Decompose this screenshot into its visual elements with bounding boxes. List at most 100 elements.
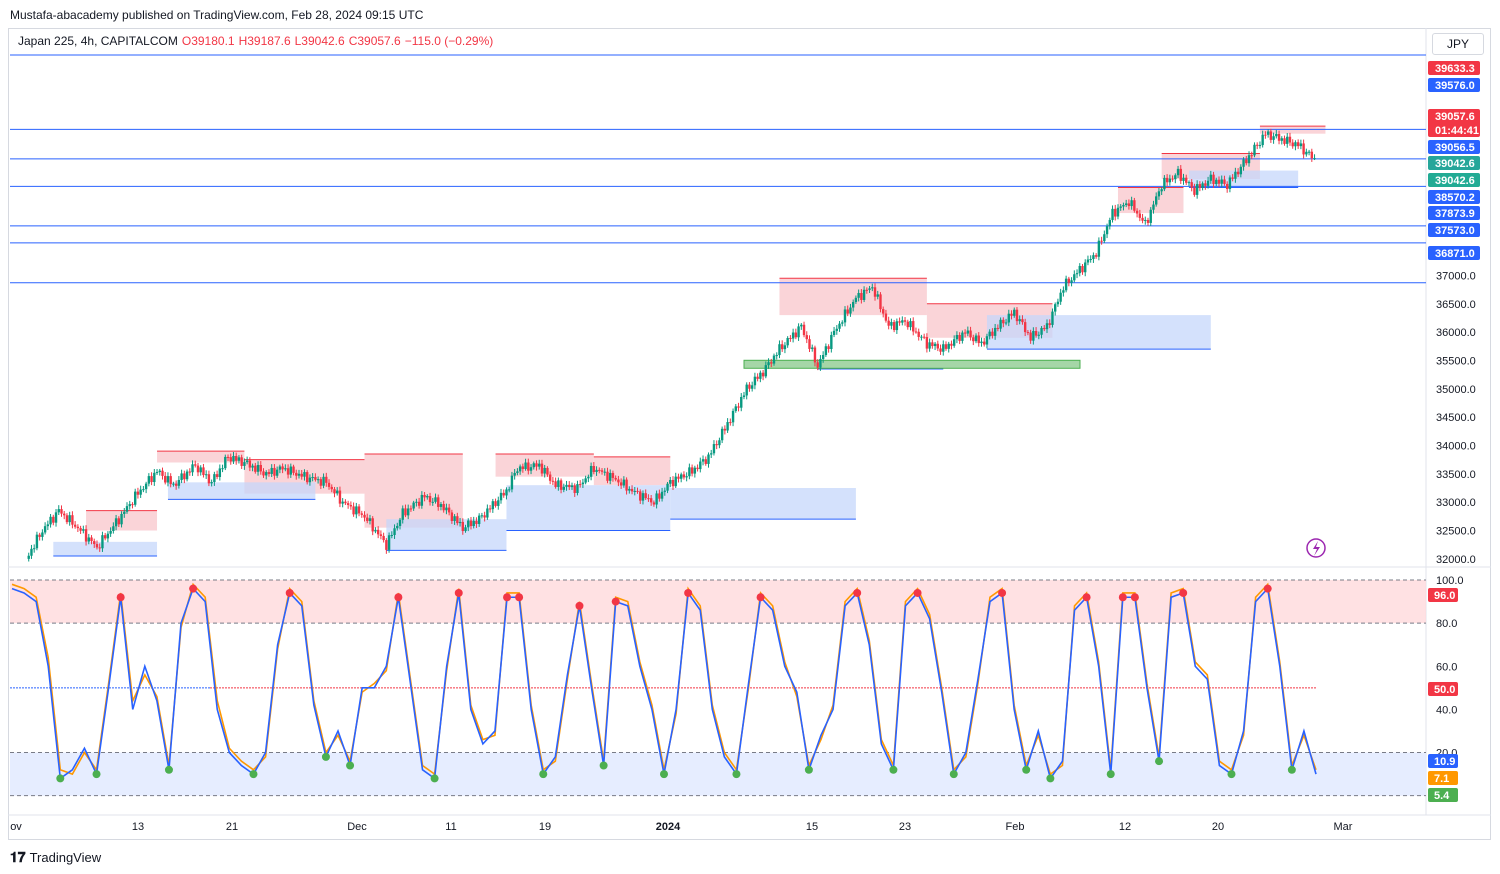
candle-body bbox=[944, 344, 948, 349]
candle-body bbox=[750, 385, 754, 389]
candle-body bbox=[712, 444, 716, 454]
candle-body bbox=[641, 493, 645, 501]
candle-body bbox=[619, 482, 623, 486]
candle-body bbox=[109, 530, 112, 534]
last-price-label: 39057.6 bbox=[1435, 111, 1475, 123]
candle-body bbox=[202, 467, 205, 476]
candle-body bbox=[903, 320, 907, 322]
candle-body bbox=[797, 326, 800, 338]
candle-body bbox=[524, 462, 527, 470]
candle-body bbox=[1299, 143, 1303, 147]
tradingview-logo[interactable]: 𝟏𝟕 TradingView bbox=[10, 849, 101, 866]
level-label: 38570.2 bbox=[1435, 192, 1475, 204]
candle-body bbox=[532, 463, 535, 468]
candle-body bbox=[488, 508, 492, 510]
candle-body bbox=[551, 480, 555, 482]
candle-body bbox=[387, 535, 391, 550]
candle-body bbox=[185, 471, 189, 480]
candle-body bbox=[917, 331, 920, 337]
candle-body bbox=[207, 474, 211, 484]
candle-body bbox=[1247, 155, 1251, 164]
candle-body bbox=[699, 461, 702, 470]
candle-body bbox=[106, 533, 110, 539]
candle-body bbox=[450, 512, 454, 521]
price-tick-label: 35500.0 bbox=[1436, 355, 1476, 367]
candle-body bbox=[322, 476, 325, 486]
candle-body bbox=[1272, 136, 1275, 140]
candle-body bbox=[1152, 204, 1155, 210]
candle-body bbox=[843, 309, 847, 323]
ohlc-close: C39057.6 bbox=[348, 34, 401, 48]
candle-body bbox=[38, 534, 41, 537]
candle-body bbox=[614, 477, 617, 480]
candle-body bbox=[1168, 178, 1172, 183]
candle-body bbox=[1043, 327, 1046, 330]
candle-body bbox=[759, 372, 762, 379]
candle-body bbox=[890, 322, 893, 326]
level-label: 39576.0 bbox=[1435, 80, 1475, 92]
candle-body bbox=[1195, 184, 1199, 195]
candle-body bbox=[79, 528, 82, 531]
currency-button[interactable]: JPY bbox=[1432, 33, 1484, 55]
time-tick-label: 20 bbox=[1212, 821, 1224, 833]
candle-body bbox=[811, 347, 814, 349]
candle-body bbox=[311, 477, 314, 479]
candle-body bbox=[194, 464, 197, 466]
candle-body bbox=[961, 332, 964, 341]
candle-body bbox=[652, 502, 656, 505]
oversold-signal-dot bbox=[321, 752, 330, 761]
candle-body bbox=[447, 507, 451, 513]
candle-body bbox=[1206, 180, 1210, 186]
candle-body bbox=[1141, 217, 1144, 221]
candle-body bbox=[245, 460, 249, 463]
candle-body bbox=[84, 529, 88, 542]
candle-body bbox=[718, 440, 721, 446]
candle-body bbox=[1146, 219, 1150, 223]
oversold-signal-dot bbox=[1022, 765, 1031, 774]
candle-body bbox=[112, 526, 115, 531]
candle-body bbox=[1256, 144, 1259, 146]
candle-body bbox=[912, 321, 915, 332]
candle-body bbox=[366, 517, 369, 521]
candle-body bbox=[862, 289, 866, 300]
candle-body bbox=[139, 489, 142, 495]
candle-body bbox=[161, 470, 164, 476]
candle-body bbox=[213, 474, 216, 483]
candle-body bbox=[172, 483, 175, 485]
candle-body bbox=[518, 466, 522, 472]
candle-body bbox=[1264, 134, 1267, 136]
candle-body bbox=[1064, 278, 1068, 291]
candle-body bbox=[609, 472, 612, 481]
price-tick-label: 33500.0 bbox=[1436, 469, 1476, 481]
oversold-signal-dot bbox=[1287, 765, 1296, 774]
candle-body bbox=[90, 537, 93, 542]
candle-body bbox=[1133, 200, 1136, 211]
candle-body bbox=[63, 513, 66, 516]
candle-body bbox=[669, 479, 672, 484]
candle-body bbox=[660, 491, 664, 499]
candle-body bbox=[1119, 206, 1122, 208]
candle-body bbox=[1023, 322, 1027, 333]
ohlc-change: −115.0 (−0.29%) bbox=[404, 34, 494, 48]
candle-body bbox=[898, 321, 901, 323]
candle-body bbox=[417, 501, 421, 506]
candle-body bbox=[360, 513, 363, 515]
symbol-name[interactable]: Japan 225, 4h, CAPITALCOM bbox=[18, 34, 178, 48]
candle-body bbox=[611, 472, 615, 478]
candle-body bbox=[1116, 207, 1120, 217]
candle-body bbox=[783, 345, 787, 350]
candle-body bbox=[1302, 143, 1305, 155]
candle-body bbox=[830, 334, 833, 349]
candle-body bbox=[780, 344, 784, 350]
oscillator-value-label: 96.0 bbox=[1434, 590, 1455, 602]
chart-frame bbox=[8, 28, 1491, 840]
candle-body bbox=[1010, 313, 1013, 316]
candle-body bbox=[1223, 179, 1226, 184]
candle-body bbox=[630, 488, 634, 492]
candle-body bbox=[546, 467, 549, 475]
candle-body bbox=[1045, 323, 1049, 330]
candle-body bbox=[737, 406, 740, 408]
candle-body bbox=[972, 337, 975, 342]
overbought-signal-dot bbox=[394, 593, 403, 602]
